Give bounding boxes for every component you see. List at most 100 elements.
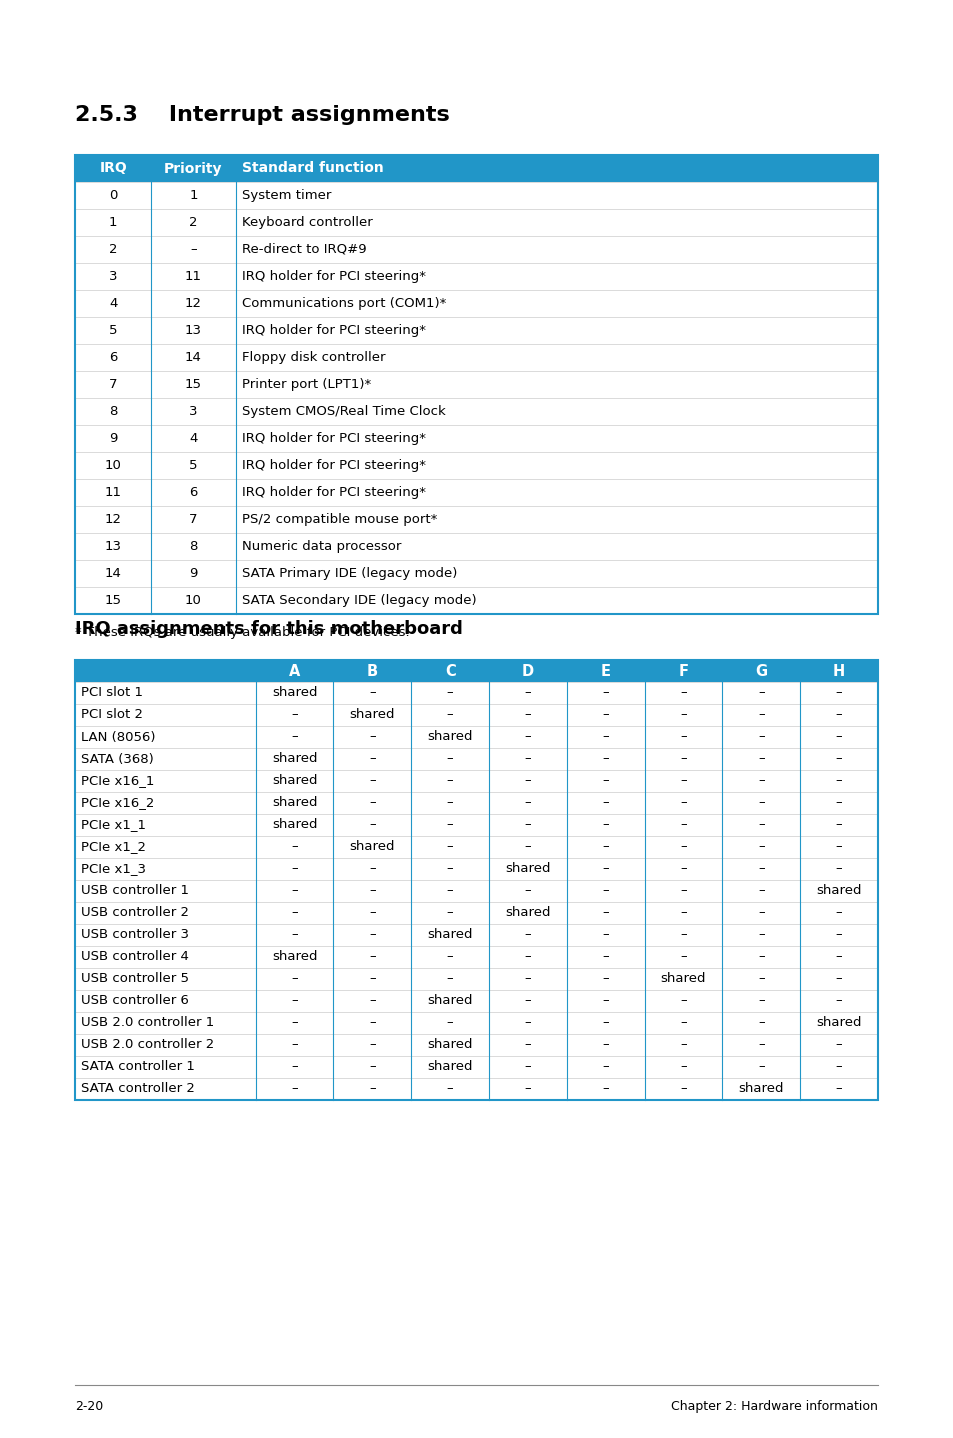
Text: Communications port (COM1)*: Communications port (COM1)*: [241, 298, 445, 311]
Bar: [75, 1055, 877, 1078]
Text: –: –: [369, 972, 375, 985]
Bar: [75, 344, 877, 371]
Text: –: –: [758, 1017, 763, 1030]
Text: –: –: [758, 863, 763, 876]
Text: G: G: [755, 663, 766, 679]
Text: 13: 13: [105, 541, 122, 554]
Text: –: –: [835, 972, 841, 985]
Text: 7: 7: [189, 513, 197, 526]
Text: –: –: [679, 1017, 686, 1030]
Text: USB controller 3: USB controller 3: [81, 929, 189, 942]
Text: –: –: [369, 995, 375, 1008]
Text: –: –: [679, 951, 686, 963]
Text: –: –: [291, 1038, 297, 1051]
Text: –: –: [369, 752, 375, 765]
Text: –: –: [679, 686, 686, 699]
Text: shared: shared: [427, 995, 473, 1008]
Text: IRQ holder for PCI steering*: IRQ holder for PCI steering*: [241, 486, 425, 499]
Text: 7: 7: [109, 378, 117, 391]
Text: –: –: [758, 995, 763, 1008]
Text: –: –: [758, 1038, 763, 1051]
Text: –: –: [524, 1038, 531, 1051]
Bar: [75, 858, 877, 880]
Bar: [75, 925, 877, 946]
Text: PCIe x1_1: PCIe x1_1: [81, 818, 146, 831]
Text: H: H: [832, 663, 844, 679]
Text: –: –: [835, 840, 841, 854]
Text: –: –: [369, 775, 375, 788]
Text: –: –: [679, 995, 686, 1008]
Text: –: –: [524, 818, 531, 831]
Text: USB controller 2: USB controller 2: [81, 906, 189, 919]
Text: –: –: [835, 797, 841, 810]
Text: SATA (368): SATA (368): [81, 752, 153, 765]
Text: –: –: [291, 709, 297, 722]
Text: –: –: [446, 884, 453, 897]
Text: 10: 10: [185, 594, 202, 607]
Text: 9: 9: [189, 567, 197, 580]
Text: –: –: [679, 797, 686, 810]
Text: –: –: [679, 1038, 686, 1051]
Bar: [75, 902, 877, 925]
Text: –: –: [758, 1060, 763, 1074]
Text: 3: 3: [189, 406, 197, 418]
Text: USB controller 5: USB controller 5: [81, 972, 189, 985]
Bar: [75, 814, 877, 835]
Text: –: –: [601, 818, 608, 831]
Text: SATA controller 2: SATA controller 2: [81, 1083, 194, 1096]
Text: 6: 6: [109, 351, 117, 364]
Bar: [75, 209, 877, 236]
Text: USB 2.0 controller 1: USB 2.0 controller 1: [81, 1017, 214, 1030]
Text: –: –: [446, 1083, 453, 1096]
Text: –: –: [601, 731, 608, 743]
Text: –: –: [679, 863, 686, 876]
Text: –: –: [291, 1017, 297, 1030]
Text: –: –: [758, 818, 763, 831]
Text: –: –: [446, 1017, 453, 1030]
Text: –: –: [835, 995, 841, 1008]
Bar: [75, 1012, 877, 1034]
Text: –: –: [601, 1060, 608, 1074]
Text: SATA Primary IDE (legacy mode): SATA Primary IDE (legacy mode): [241, 567, 456, 580]
Text: 0: 0: [109, 188, 117, 201]
Bar: [75, 316, 877, 344]
Text: –: –: [369, 884, 375, 897]
Text: –: –: [835, 951, 841, 963]
Bar: [75, 968, 877, 989]
Text: 1: 1: [189, 188, 197, 201]
Text: –: –: [291, 906, 297, 919]
Text: –: –: [446, 951, 453, 963]
Text: shared: shared: [427, 1060, 473, 1074]
Text: 14: 14: [105, 567, 121, 580]
Text: –: –: [679, 709, 686, 722]
Text: –: –: [524, 840, 531, 854]
Text: –: –: [446, 840, 453, 854]
Bar: [75, 726, 877, 748]
Text: shared: shared: [505, 906, 550, 919]
Text: IRQ holder for PCI steering*: IRQ holder for PCI steering*: [241, 431, 425, 444]
Bar: [75, 989, 877, 1012]
Bar: [75, 479, 877, 506]
Text: –: –: [524, 1083, 531, 1096]
Bar: [75, 452, 877, 479]
Text: –: –: [446, 818, 453, 831]
Text: 4: 4: [189, 431, 197, 444]
Text: PS/2 compatible mouse port*: PS/2 compatible mouse port*: [241, 513, 436, 526]
Text: –: –: [601, 797, 608, 810]
Text: –: –: [369, 906, 375, 919]
Text: –: –: [758, 840, 763, 854]
Text: –: –: [679, 752, 686, 765]
Text: IRQ assignments for this motherboard: IRQ assignments for this motherboard: [75, 620, 462, 638]
Text: 11: 11: [105, 486, 122, 499]
Text: –: –: [369, 731, 375, 743]
Bar: [75, 506, 877, 533]
Text: shared: shared: [738, 1083, 783, 1096]
Text: –: –: [369, 863, 375, 876]
Text: –: –: [835, 709, 841, 722]
Text: –: –: [291, 972, 297, 985]
Text: –: –: [835, 686, 841, 699]
Text: –: –: [524, 884, 531, 897]
Text: shared: shared: [427, 731, 473, 743]
Text: shared: shared: [272, 752, 317, 765]
Text: 2-20: 2-20: [75, 1401, 103, 1414]
